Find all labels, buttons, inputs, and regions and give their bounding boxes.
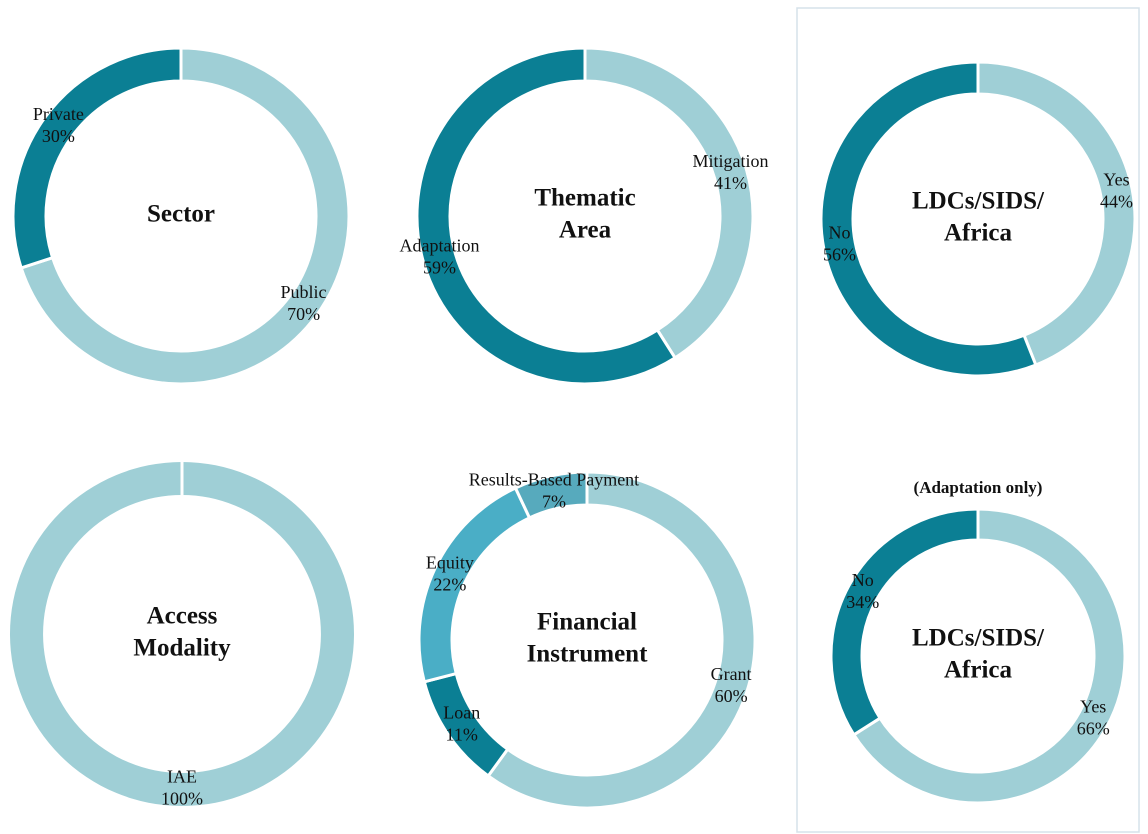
slice-label: Loan xyxy=(443,702,480,722)
slice-value-label: 70% xyxy=(287,304,320,324)
slice-label: Private xyxy=(33,104,84,124)
slice-value-label: 66% xyxy=(1077,718,1110,738)
slice-label: No xyxy=(852,570,874,590)
donut-slice xyxy=(583,46,755,360)
donut-slice xyxy=(415,46,678,386)
slice-value-label: 11% xyxy=(446,724,478,744)
donut-center-title: Africa xyxy=(944,657,1013,684)
donut-center-title: Area xyxy=(559,217,612,244)
slice-label: Results-Based Payment xyxy=(469,469,639,489)
donut-center-title: Instrument xyxy=(527,641,649,668)
donut-center-title: LDCs/SIDS/ xyxy=(912,625,1045,652)
donut-center-title: Sector xyxy=(147,201,215,228)
slice-label: Adaptation xyxy=(400,235,480,255)
donut-slice xyxy=(486,470,757,810)
slice-label: IAE xyxy=(167,767,197,787)
slice-label: Equity xyxy=(426,553,474,573)
slice-value-label: 59% xyxy=(423,257,456,277)
slice-value-label: 30% xyxy=(42,126,75,146)
donut-slice xyxy=(851,507,1127,805)
slice-label: Mitigation xyxy=(692,151,768,171)
donut-center-title: Africa xyxy=(944,220,1013,247)
donut-center-title: Modality xyxy=(133,635,231,662)
slice-value-label: 56% xyxy=(823,245,856,265)
donut-center-title: LDCs/SIDS/ xyxy=(912,188,1045,215)
slice-value-label: 7% xyxy=(542,491,566,511)
slice-label: Grant xyxy=(711,664,752,684)
donut-slice xyxy=(513,470,589,520)
donut-slice xyxy=(819,60,1038,378)
donut-center-title: Access xyxy=(147,603,218,630)
donut-slice xyxy=(829,507,980,737)
slice-value-label: 100% xyxy=(161,789,203,809)
slice-value-label: 44% xyxy=(1100,192,1133,212)
slice-label: Public xyxy=(281,282,327,302)
donut-slice xyxy=(11,46,183,270)
donut-center-title: Thematic xyxy=(534,185,635,212)
slice-label: No xyxy=(828,223,850,243)
slice-label: Yes xyxy=(1103,170,1129,190)
slice-value-label: 60% xyxy=(715,686,748,706)
slice-value-label: 22% xyxy=(433,575,466,595)
slice-label: Yes xyxy=(1080,696,1106,716)
panel-border xyxy=(796,7,1140,833)
slice-value-label: 41% xyxy=(714,173,747,193)
donut-slice xyxy=(19,46,351,386)
donut-subtitle: (Adaptation only) xyxy=(914,478,1043,497)
slice-value-label: 34% xyxy=(846,592,879,612)
donut-center-title: Financial xyxy=(537,609,637,636)
